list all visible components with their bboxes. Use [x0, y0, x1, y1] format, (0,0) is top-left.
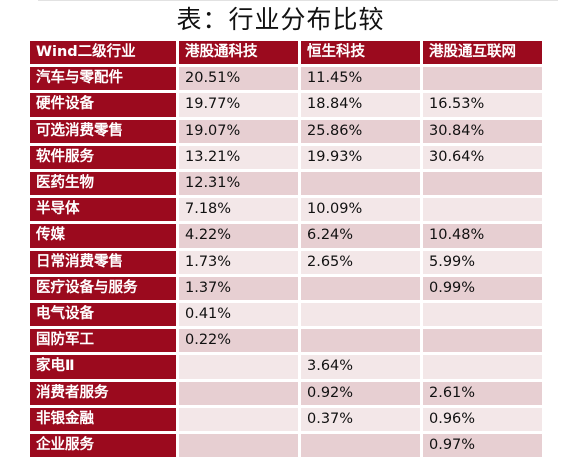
cell-hs-tech	[301, 276, 420, 301]
table-row: 软件服务 13.21% 19.93% 30.64%	[30, 145, 542, 170]
cell-hk-internet	[423, 329, 542, 353]
cell-hs-tech: 10.09%	[301, 198, 420, 222]
row-industry: 非银金融	[30, 407, 176, 432]
cell-hs-tech: 3.64%	[301, 355, 420, 379]
table-row: 硬件设备 19.77% 18.84% 16.53%	[30, 93, 542, 117]
column-header-hs-tech: 恒生科技	[301, 41, 420, 65]
row-industry: 电气设备	[30, 303, 176, 327]
cell-hs-tech: 0.92%	[301, 381, 420, 405]
table-row: 企业服务 0.97%	[30, 434, 542, 458]
cell-hs-tech: 2.65%	[301, 250, 420, 274]
cell-hs-tech: 0.37%	[301, 407, 420, 432]
cell-hk-internet: 16.53%	[423, 93, 542, 117]
row-industry: 传媒	[30, 224, 176, 248]
cell-hk-internet: 30.84%	[423, 119, 542, 143]
column-header-hk-tech: 港股通科技	[179, 41, 298, 65]
cell-hk-tech	[179, 381, 298, 405]
cell-hk-internet: 0.97%	[423, 434, 542, 458]
cell-hk-tech	[179, 407, 298, 432]
row-industry: 消费者服务	[30, 381, 176, 405]
row-industry: 国防军工	[30, 329, 176, 353]
table-title: 表：行业分布比较	[176, 5, 385, 34]
cell-hk-tech: 0.41%	[179, 303, 298, 327]
table-row: 医药生物 12.31%	[30, 172, 542, 196]
cell-hk-internet: 10.48%	[423, 224, 542, 248]
cell-hk-internet: 2.61%	[423, 381, 542, 405]
table-row: 半导体 7.18% 10.09%	[30, 198, 542, 222]
industry-distribution-table: Wind二级行业 港股通科技 恒生科技 港股通互联网 汽车与零配件 20.51%…	[27, 38, 545, 460]
table-row: 消费者服务 0.92% 2.61%	[30, 381, 542, 405]
row-industry: 家电Ⅱ	[30, 355, 176, 379]
header-row: Wind二级行业 港股通科技 恒生科技 港股通互联网	[30, 41, 542, 65]
cell-hk-tech: 4.22%	[179, 224, 298, 248]
cell-hk-internet	[423, 198, 542, 222]
table-row: 电气设备 0.41%	[30, 303, 542, 327]
cell-hk-tech	[179, 355, 298, 379]
table-row: 日常消费零售 1.73% 2.65% 5.99%	[30, 250, 542, 274]
row-industry: 医疗设备与服务	[30, 276, 176, 301]
cell-hk-tech: 19.77%	[179, 93, 298, 117]
column-header-industry: Wind二级行业	[30, 41, 176, 65]
cell-hk-tech: 1.73%	[179, 250, 298, 274]
cell-hs-tech	[301, 329, 420, 353]
cell-hs-tech	[301, 172, 420, 196]
row-industry: 医药生物	[30, 172, 176, 196]
cell-hk-internet: 0.96%	[423, 407, 542, 432]
table-row: 国防军工 0.22%	[30, 329, 542, 353]
cell-hk-tech: 7.18%	[179, 198, 298, 222]
table-row: 可选消费零售 19.07% 25.86% 30.84%	[30, 119, 542, 143]
cell-hk-internet	[423, 303, 542, 327]
table-row: 传媒 4.22% 6.24% 10.48%	[30, 224, 542, 248]
cell-hk-internet	[423, 355, 542, 379]
row-industry: 可选消费零售	[30, 119, 176, 143]
cell-hk-internet	[423, 172, 542, 196]
row-industry: 汽车与零配件	[30, 67, 176, 91]
row-industry: 日常消费零售	[30, 250, 176, 274]
table-row: 医疗设备与服务 1.37% 0.99%	[30, 276, 542, 301]
cell-hs-tech: 19.93%	[301, 145, 420, 170]
cell-hk-tech: 1.37%	[179, 276, 298, 301]
cell-hk-tech: 20.51%	[179, 67, 298, 91]
row-industry: 企业服务	[30, 434, 176, 458]
cell-hk-tech: 13.21%	[179, 145, 298, 170]
cell-hk-internet	[423, 67, 542, 91]
top-divider	[38, 0, 558, 7]
table-row: 非银金融 0.37% 0.96%	[30, 407, 542, 432]
cell-hk-internet: 5.99%	[423, 250, 542, 274]
table-row: 汽车与零配件 20.51% 11.45%	[30, 67, 542, 91]
cell-hk-internet: 30.64%	[423, 145, 542, 170]
row-industry: 硬件设备	[30, 93, 176, 117]
cell-hs-tech: 6.24%	[301, 224, 420, 248]
cell-hk-tech: 12.31%	[179, 172, 298, 196]
row-industry: 软件服务	[30, 145, 176, 170]
cell-hs-tech: 11.45%	[301, 67, 420, 91]
cell-hk-tech: 0.22%	[179, 329, 298, 353]
cell-hs-tech	[301, 303, 420, 327]
cell-hs-tech	[301, 434, 420, 458]
cell-hs-tech: 25.86%	[301, 119, 420, 143]
table-row: 家电Ⅱ 3.64%	[30, 355, 542, 379]
cell-hk-internet: 0.99%	[423, 276, 542, 301]
cell-hk-tech: 19.07%	[179, 119, 298, 143]
cell-hs-tech: 18.84%	[301, 93, 420, 117]
cell-hk-tech	[179, 434, 298, 458]
column-header-hk-internet: 港股通互联网	[423, 41, 542, 65]
row-industry: 半导体	[30, 198, 176, 222]
